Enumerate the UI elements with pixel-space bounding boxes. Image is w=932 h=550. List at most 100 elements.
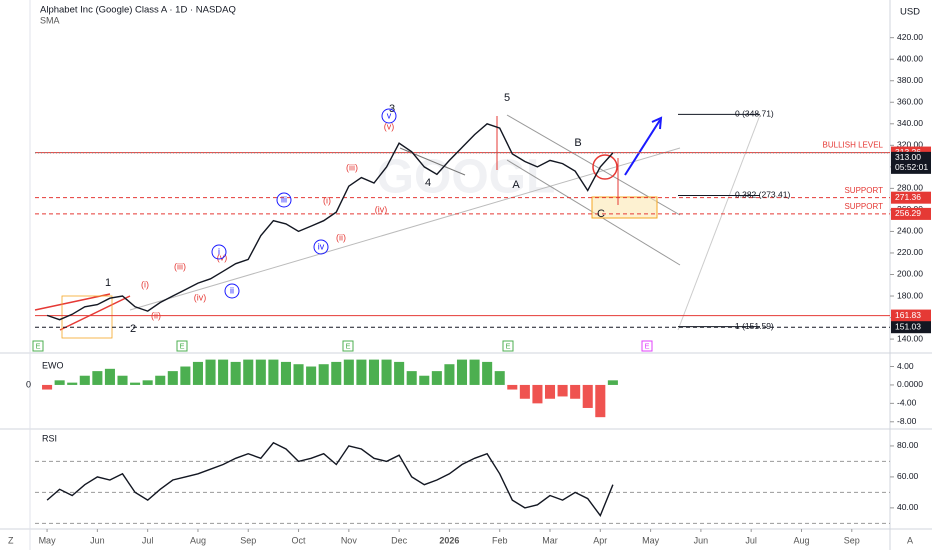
wave-label: iii	[281, 194, 287, 204]
level-value: 151.03	[895, 321, 921, 331]
earnings-box	[176, 340, 188, 352]
bottom-right-mark: A	[907, 535, 913, 545]
wave-circle	[276, 192, 292, 208]
x-tick-label: Aug	[793, 535, 809, 545]
ewo-bar	[494, 371, 505, 385]
ewo-bar	[582, 384, 593, 408]
indicator-name: SMA	[40, 15, 60, 25]
earnings-label: E	[179, 341, 184, 350]
earnings-label: E	[35, 341, 40, 350]
level-label-box	[891, 309, 931, 322]
earnings-label: E	[345, 341, 350, 350]
level-label-box	[891, 207, 931, 220]
wave-label: ii	[230, 285, 234, 295]
ewo-bar	[507, 384, 518, 390]
wedge-line	[59, 295, 131, 331]
up-arrow-head	[651, 116, 663, 130]
x-tick-label: Feb	[492, 535, 508, 545]
ewo-zero: 0	[26, 379, 31, 389]
trend-line	[129, 147, 681, 311]
x-tick-label: Sep	[240, 535, 256, 545]
y-tick-label: -8.00	[897, 416, 917, 426]
rsi-line	[46, 441, 614, 518]
ewo-bar	[218, 359, 229, 385]
wave-label: (v)	[217, 252, 228, 262]
ewo-bar	[205, 359, 216, 385]
ewo-bar	[318, 364, 329, 385]
wave-label: 1	[105, 277, 111, 289]
x-tick-label: Jul	[142, 535, 154, 545]
wave-circle	[224, 283, 240, 299]
last-price-box	[891, 151, 931, 174]
wave-label: B	[574, 137, 581, 149]
wave-label: (v)	[384, 121, 395, 131]
ewo-bar	[557, 384, 568, 397]
wave-label: (iv)	[194, 292, 207, 302]
fib-label: 0 (348.71)	[735, 109, 774, 119]
y-tick-label: 420.00	[897, 32, 923, 42]
wave-label: 3	[389, 103, 395, 115]
y-tick-label: 4.00	[897, 361, 914, 371]
wave-label: 4	[425, 177, 431, 189]
level-value: 161.83	[895, 310, 921, 320]
ewo-bar	[104, 368, 115, 385]
wave-label: (iii)	[174, 261, 186, 271]
ewo-bar	[406, 371, 417, 385]
ewo-bar	[343, 359, 354, 385]
wave-label: (ii)	[151, 310, 161, 320]
currency: USD	[900, 7, 920, 18]
wave-circle	[381, 108, 397, 124]
pane-title: RSI	[42, 433, 57, 443]
wave-label: iv	[318, 241, 325, 251]
y-tick-label: 60.00	[897, 471, 919, 481]
ewo-bar	[280, 361, 291, 385]
ewo-bar	[356, 359, 367, 385]
target-zone	[591, 196, 658, 219]
countdown: 05:52:01	[895, 162, 928, 172]
wave-label: (iv)	[375, 204, 388, 214]
earnings-box	[342, 340, 354, 352]
ewo-bar	[368, 359, 380, 385]
wave-label: v	[387, 110, 392, 120]
level-name: SUPPORT	[844, 186, 883, 195]
y-tick-label: 400.00	[897, 53, 923, 63]
ewo-bar	[570, 384, 581, 399]
pane-title: EWO	[42, 360, 64, 370]
wave-label: i	[218, 246, 220, 256]
ewo-bar	[167, 371, 178, 385]
ewo-bar	[607, 380, 618, 385]
ewo-bar	[42, 384, 53, 390]
last-price: 313.00	[895, 152, 921, 162]
earnings-box	[641, 340, 653, 352]
x-tick-label: 2026	[439, 535, 459, 545]
wave-label: (iii)	[346, 162, 358, 172]
y-tick-label: 380.00	[897, 75, 923, 85]
level-name: SUPPORT	[844, 202, 883, 211]
wave-label: (i)	[323, 195, 331, 205]
wave-label: 5	[504, 92, 510, 104]
wave-label: 2	[130, 323, 136, 335]
y-tick-label: 360.00	[897, 97, 923, 107]
level-name: BULLISH LEVEL	[823, 141, 884, 150]
ewo-bar	[419, 375, 430, 385]
bottom-left-mark: Z	[8, 535, 14, 545]
wave-label: (ii)	[336, 232, 346, 242]
ewo-bar	[192, 361, 203, 385]
y-tick-label: 280.00	[897, 183, 923, 193]
y-tick-label: 200.00	[897, 269, 923, 279]
wave-label: C	[597, 208, 605, 220]
ewo-bar	[381, 359, 392, 385]
level-label-box	[891, 191, 931, 204]
level-value: 256.29	[895, 208, 921, 218]
y-tick-label: 220.00	[897, 247, 923, 257]
ewo-bar	[117, 375, 128, 385]
ewo-bar	[130, 382, 141, 385]
ewo-bar	[331, 361, 342, 385]
ewo-bar	[431, 371, 442, 385]
ewo-bar	[268, 359, 279, 385]
x-tick-label: Jun	[694, 535, 709, 545]
ewo-bar	[142, 380, 153, 385]
wave-circle	[313, 239, 329, 255]
ewo-bar	[519, 384, 530, 399]
